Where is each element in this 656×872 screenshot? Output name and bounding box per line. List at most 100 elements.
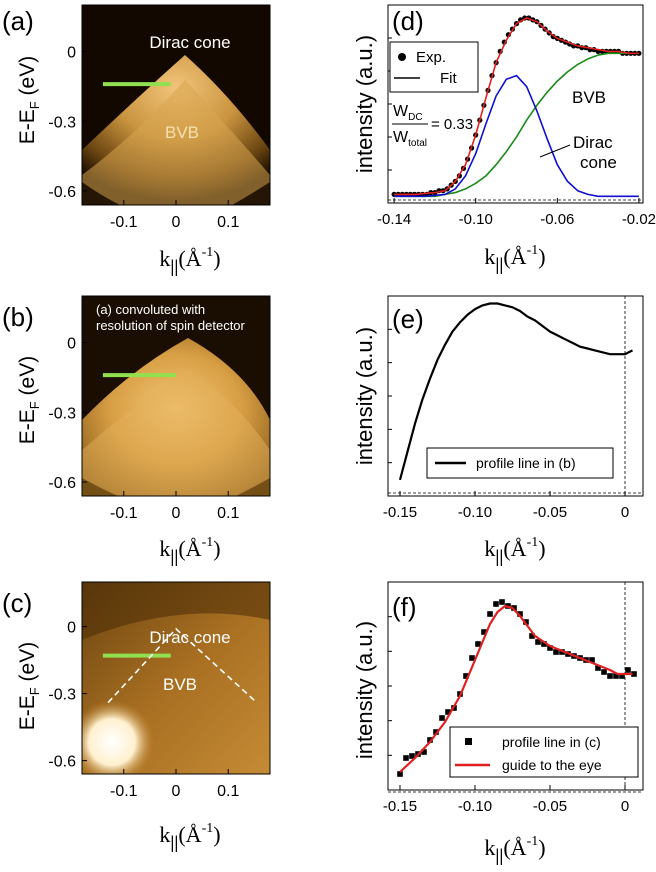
ylabel-b: E-EF (eV) [16,356,42,444]
ytick-label-c-0: 0 [67,620,76,637]
xtick-label-f-3: 0 [621,798,629,815]
data-point-f-1 [403,755,409,761]
bvb-annotation: BVB [572,88,606,107]
xlabel-c: k||(Å-1) [159,821,220,852]
legend-label-profile-b: profile line in (b) [476,455,576,471]
xtick-label-d-3: -0.02 [622,211,656,228]
xtick-label-e-3: 0 [621,504,629,521]
data-point-f-33 [595,665,601,671]
ticks-f: -0.15 -0.10 -0.05 0 [383,616,629,815]
xtick-label-c-2: 0.1 [217,783,239,800]
bvb-label-a: BVB [165,123,199,142]
bvb-label-c: BVB [163,675,197,694]
data-point-f-34 [601,669,607,675]
data-point-f-24 [541,641,547,647]
series-line-f-1 [399,604,633,773]
ratio-numerator: WDC [393,103,423,123]
panel-c: (c) Dirac cone BVB 0 -0.3 -0.6 -0.1 0 0.1 E-E… [2,581,271,852]
data-point-f-16 [493,601,499,607]
data-point-f-38 [625,667,631,673]
convolution-note-line1: (a) convoluted with [96,302,205,317]
legend-label-fit: Fit [440,70,457,87]
ylabel-d: intensity (a.u.) [352,35,377,173]
xlabel-f: k||(Å-1) [484,834,545,865]
ratio-value: = 0.33 [431,116,473,133]
xtick-label-a-2: 0.1 [217,214,239,231]
panel-f: -0.15 -0.10 -0.05 0 (f) profile line in (c)… [352,581,644,865]
panel-b: (b) (a) convoluted with resolution of sp… [2,295,271,566]
panel-label-f: (f) [392,592,417,622]
panel-label-c: (c) [2,588,32,618]
xtick-label-d-1: -0.10 [459,211,493,228]
xtick-label-c-1: 0 [172,783,181,800]
ytick-label-c-1: -0.3 [48,687,76,704]
legend-marker-profile-c [465,738,472,745]
ticks-c: 0 -0.3 -0.6 -0.1 0 0.1 [48,620,239,800]
xlabel-a: k||(Å-1) [159,245,220,276]
panel-label-e: (e) [392,304,424,334]
ytick-label-b-0: 0 [67,336,76,353]
xtick-label-f-1: -0.10 [458,798,492,815]
overlay-c [102,627,255,704]
data-point-f-23 [535,639,541,645]
xtick-label-e-0: -0.15 [383,504,417,521]
data-point-f-39 [631,671,637,677]
data-point-f-17 [499,599,505,605]
xlabel-b: k||(Å-1) [159,535,220,566]
ylabel-c: E-EF (eV) [16,642,42,730]
data-point-f-37 [619,673,625,679]
cone-guide-c-0 [107,627,255,704]
xtick-label-e-1: -0.10 [458,504,492,521]
legend-label-profile-c: profile line in (c) [502,734,601,750]
panel-d: -0.14 -0.10 -0.06 -0.02 (d) Exp. Fit WDC Wt… [352,4,656,274]
dirac-annotation-line1: Dirac [573,133,613,152]
data-point-f-20 [517,611,523,617]
panel-label-d: (d) [392,6,424,36]
arpes-image-c [82,582,270,774]
data-point-f-25 [547,645,553,651]
ticks-b: 0 -0.3 -0.6 -0.1 0 0.1 [48,336,239,522]
data-point-f-0 [397,771,403,777]
dirac-cone-label-a: Dirac cone [149,33,230,52]
ytick-label-c-2: -0.6 [48,754,76,771]
dirac-annotation-line2: cone [580,153,617,172]
ylabel-f: intensity (a.u.) [352,621,377,759]
data-point-f-5 [427,737,433,743]
ylabel-a: E-EF (eV) [16,56,42,144]
ratio-denominator: Wtotal [393,129,427,149]
xtick-label-f-0: -0.15 [383,798,417,815]
data-point-f-2 [409,753,415,759]
data-point-f-14 [481,629,487,635]
data-point-f-22 [529,633,535,639]
plot-area-f [397,599,637,777]
xlabel-d: k||(Å-1) [484,243,545,274]
xtick-label-a-0: -0.1 [110,214,138,231]
data-point-f-4 [421,749,427,755]
ylabel-e: intensity (a.u.) [352,327,377,465]
legend-label-exp: Exp. [416,49,446,66]
series-line-e-0 [398,302,633,481]
panel-a: (a) Dirac cone BVB 0 -0.3 -0.6 -0.1 0 0.1 E-E… [2,4,271,276]
xtick-label-c-0: -0.1 [110,783,138,800]
xtick-label-d-2: -0.06 [540,211,574,228]
data-point-f-27 [559,649,565,655]
data-point-f-13 [475,641,481,647]
data-point-f-7 [439,715,445,721]
ytick-label-a-2: -0.6 [48,184,76,201]
plot-area-e [398,302,633,481]
legend-marker-exp [398,53,406,61]
xtick-label-b-0: -0.1 [110,505,138,522]
panel-label-b: (b) [2,302,34,332]
ytick-label-b-2: -0.6 [48,475,76,492]
data-point-f-26 [553,649,559,655]
series-line-d-1 [394,17,639,196]
series-line-d-2 [394,52,639,198]
xtick-label-b-1: 0 [172,505,181,522]
xlabel-e: k||(Å-1) [484,535,545,566]
data-point-f-36 [613,673,619,679]
dirac-cone-label-c: Dirac cone [149,628,230,647]
data-point-f-11 [463,673,469,679]
panel-label-a: (a) [2,6,34,36]
data-point-f-32 [589,657,595,663]
